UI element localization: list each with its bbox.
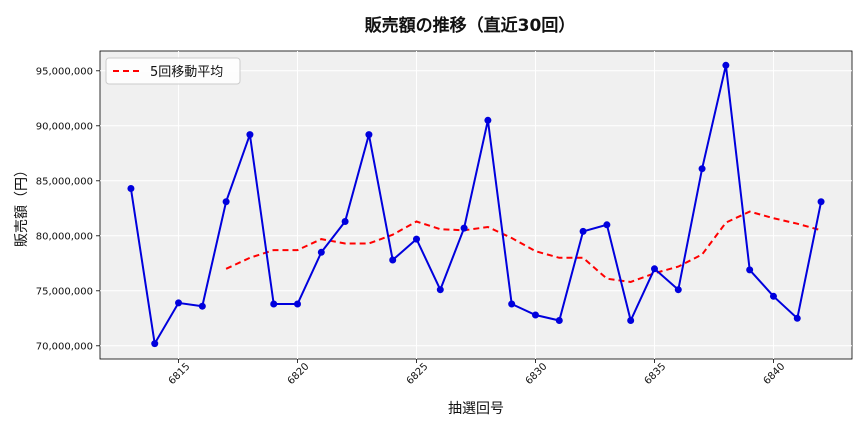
data-point xyxy=(674,286,682,294)
series-line-moving-average xyxy=(225,210,822,284)
x-axis: 6815 6820 6825 6830 6835 6840 xyxy=(167,359,788,387)
data-point xyxy=(508,300,516,308)
data-point xyxy=(389,256,397,264)
y-tick-label: 95,000,000 xyxy=(36,66,93,77)
data-point xyxy=(246,131,254,139)
x-tick-label: 6840 xyxy=(762,361,788,387)
data-point xyxy=(722,61,730,69)
series-layer xyxy=(127,61,825,348)
data-point xyxy=(531,311,539,319)
data-point xyxy=(341,218,349,225)
data-point xyxy=(650,265,658,273)
y-tick-label: 90,000,000 xyxy=(36,121,93,132)
y-tick-label: 80,000,000 xyxy=(36,231,93,242)
data-point xyxy=(793,314,801,322)
data-point xyxy=(769,292,777,300)
data-point xyxy=(151,340,159,348)
data-point xyxy=(603,221,611,229)
plot-area xyxy=(99,50,853,360)
chart-title: 販売額の推移（直近30回） xyxy=(365,15,576,36)
data-point xyxy=(270,300,278,308)
x-tick-label: 6825 xyxy=(405,361,431,387)
data-point xyxy=(555,317,563,324)
data-point xyxy=(294,300,302,308)
data-point xyxy=(698,165,706,173)
data-point xyxy=(579,227,587,235)
data-point xyxy=(436,286,444,294)
data-point xyxy=(365,131,373,139)
y-axis-label: 販売額（円） xyxy=(14,163,30,247)
data-point xyxy=(317,248,325,256)
y-tick-label: 70,000,000 xyxy=(36,341,93,352)
x-tick-label: 6815 xyxy=(167,361,193,387)
data-point xyxy=(413,235,421,243)
data-point xyxy=(175,299,183,307)
legend-box xyxy=(105,57,241,85)
x-tick-label: 6830 xyxy=(524,361,550,387)
x-tick-label: 6820 xyxy=(286,361,312,387)
data-point xyxy=(627,317,635,324)
series-line-sales xyxy=(129,65,823,347)
data-point xyxy=(817,198,825,206)
y-tick-label: 75,000,000 xyxy=(36,286,93,297)
x-tick-label: 6835 xyxy=(643,361,669,387)
data-point xyxy=(198,302,206,310)
y-tick-label: 85,000,000 xyxy=(36,176,93,187)
legend: 5回移動平均 xyxy=(105,57,241,85)
x-axis-label: 抽選回号 xyxy=(448,401,504,417)
legend-label-moving-average: 5回移動平均 xyxy=(150,65,223,80)
data-point xyxy=(222,198,230,206)
data-point xyxy=(127,185,135,192)
data-point xyxy=(460,224,468,232)
data-point xyxy=(484,116,492,124)
y-axis: 70,000,000 75,000,000 80,000,000 85,000,000… xyxy=(36,66,100,352)
data-point xyxy=(746,266,754,274)
